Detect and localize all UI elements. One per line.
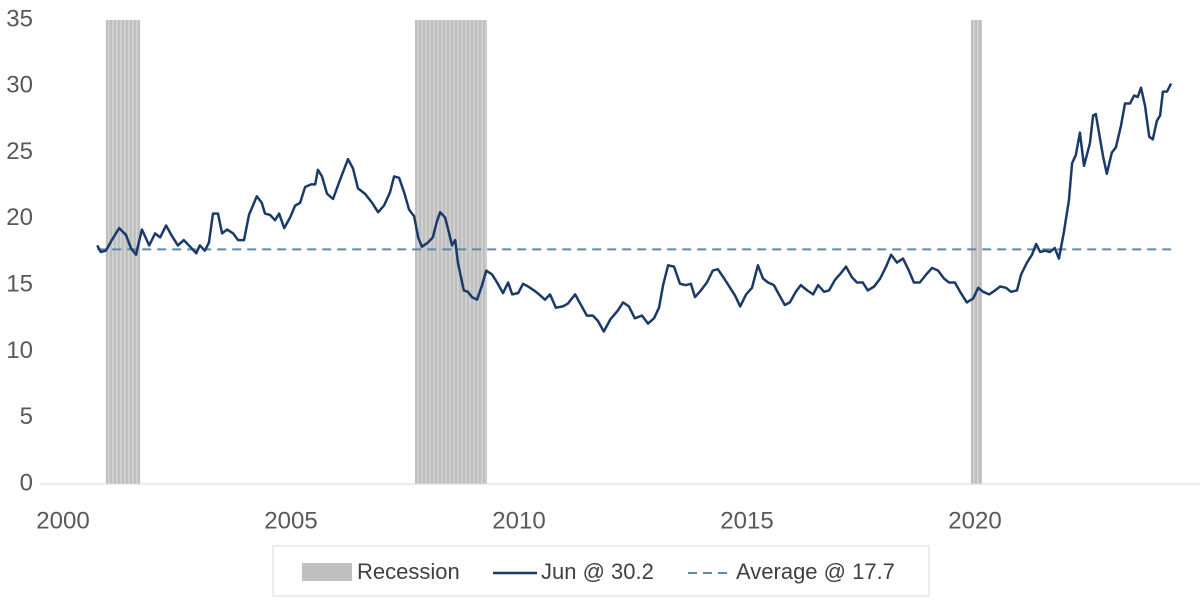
y-tick-label: 0 xyxy=(20,469,33,496)
recession-band xyxy=(415,20,488,484)
x-tick-label: 2010 xyxy=(492,507,545,534)
x-tick-label: 2020 xyxy=(948,507,1001,534)
series-line xyxy=(96,83,1173,333)
legend-label: Recession xyxy=(357,559,460,584)
y-tick-label: 30 xyxy=(6,72,33,99)
legend-swatch-recession xyxy=(302,563,352,581)
y-tick-label: 35 xyxy=(6,5,33,32)
legend-label: Average @ 17.7 xyxy=(736,559,895,584)
x-tick-label: 2015 xyxy=(720,507,773,534)
x-tick-label: 2000 xyxy=(36,507,89,534)
legend-label: Jun @ 30.2 xyxy=(541,559,654,584)
y-tick-label: 15 xyxy=(6,270,33,297)
legend-box xyxy=(272,545,930,597)
y-tick-label: 10 xyxy=(6,337,33,364)
y-tick-label: 5 xyxy=(20,403,33,430)
recession-band xyxy=(970,20,982,484)
y-tick-label: 20 xyxy=(6,204,33,231)
x-tick-label: 2005 xyxy=(264,507,317,534)
y-tick-label: 25 xyxy=(6,138,33,165)
